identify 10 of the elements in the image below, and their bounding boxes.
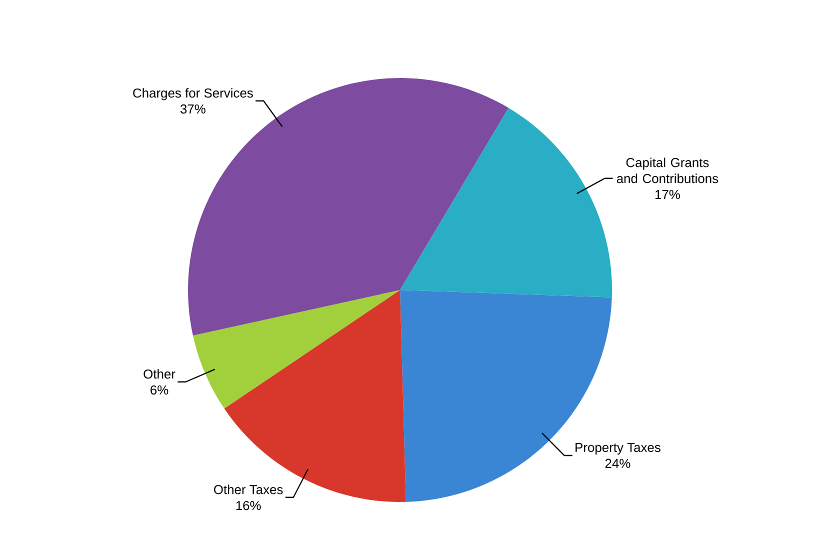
data-label: 6% bbox=[150, 385, 168, 395]
slice-label: Capital Grants and Contributions bbox=[616, 158, 718, 184]
data-label: 37% bbox=[180, 104, 206, 114]
slice-label: Property Taxes bbox=[576, 443, 660, 455]
slice-label: Other Taxes bbox=[214, 484, 283, 494]
data-label: 24% bbox=[605, 458, 630, 468]
slice-label: Charges for Services bbox=[133, 88, 253, 100]
slice-label: Other bbox=[144, 369, 176, 379]
data-label: 16% bbox=[236, 500, 261, 510]
data-label: 17% bbox=[655, 190, 680, 200]
